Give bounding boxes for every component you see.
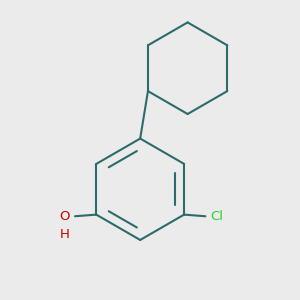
Text: O: O [60, 210, 70, 223]
Text: H: H [60, 228, 70, 241]
Text: Cl: Cl [210, 210, 223, 223]
